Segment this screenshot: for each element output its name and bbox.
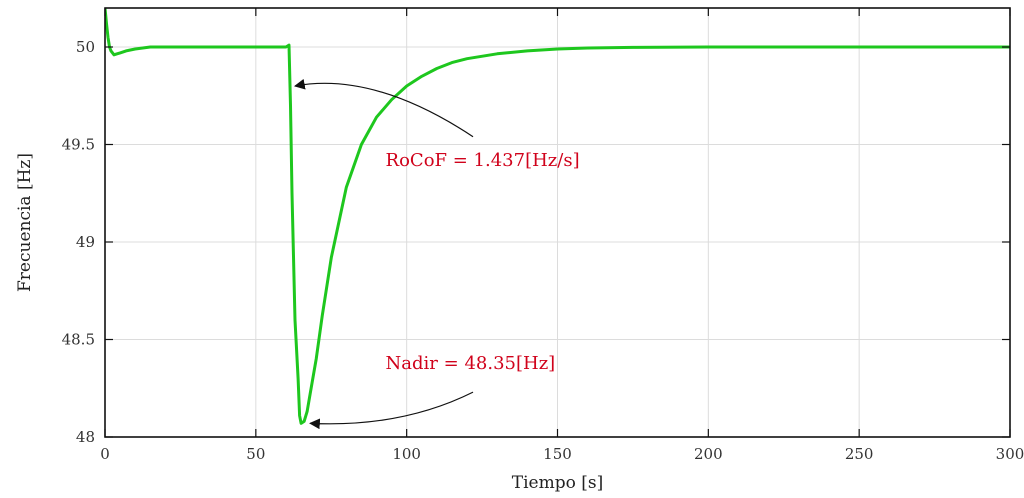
annotation-arrow (309, 391, 474, 430)
y-tick-label: 49 (76, 233, 95, 251)
x-tick-label: 250 (845, 445, 874, 463)
y-tick-label: 49.5 (62, 136, 95, 154)
y-tick-label: 48 (76, 428, 95, 446)
x-tick-label: 200 (694, 445, 723, 463)
y-tick-label: 50 (76, 38, 95, 56)
x-tick-label: 50 (246, 445, 265, 463)
annotation-label: RoCoF = 1.437[Hz/s] (386, 150, 580, 171)
annotation-arrow (293, 78, 474, 138)
data-layer (105, 8, 1010, 425)
x-tick-label: 0 (100, 445, 110, 463)
annotation-label: Nadir = 48.35[Hz] (386, 353, 556, 374)
x-tick-label: 100 (392, 445, 421, 463)
ticks: 0 50 100 150 200 250 300 48 48.5 49 49.5 50 (62, 8, 1024, 463)
y-tick-label: 48.5 (62, 331, 95, 349)
series-line-0 (105, 8, 1010, 425)
x-tick-label: 150 (543, 445, 572, 463)
annotations: RoCoF = 1.437[Hz/s] Nadir = 48.35[Hz] (293, 78, 580, 430)
y-axis-label: Frecuencia [Hz] (15, 153, 35, 292)
grid (104, 8, 1011, 438)
x-axis-label: Tiempo [s] (512, 473, 603, 493)
x-tick-label: 300 (996, 445, 1024, 463)
